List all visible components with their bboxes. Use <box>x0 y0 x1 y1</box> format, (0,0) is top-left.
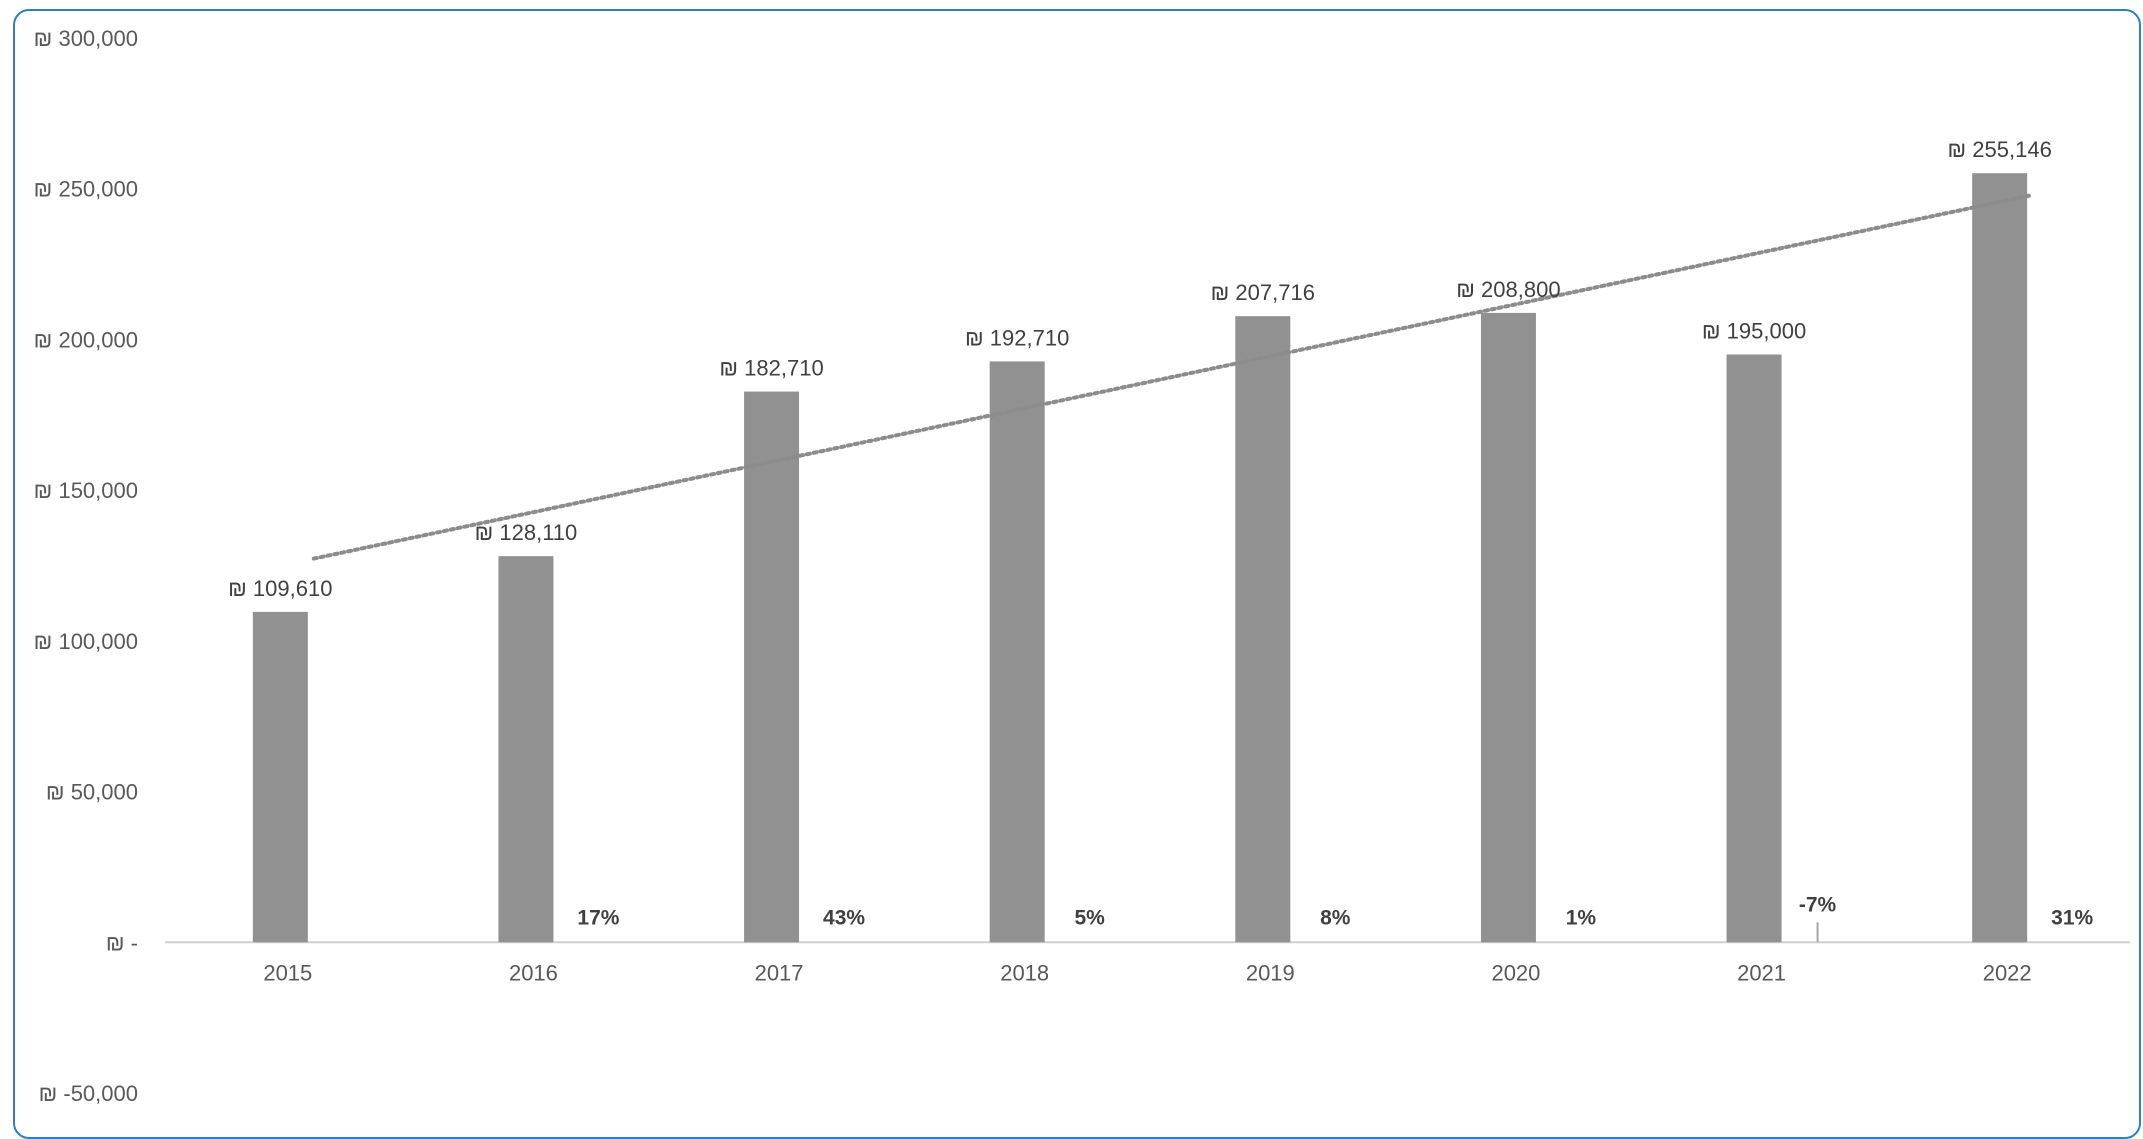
bar <box>498 556 554 943</box>
x-tick-label: 2015 <box>263 960 312 985</box>
x-tick-label: 2019 <box>1246 960 1295 985</box>
y-tick-label: ₪ 100,000 <box>34 629 138 654</box>
x-tick-label: 2016 <box>509 960 558 985</box>
bar-value-label: ₪ 182,710 <box>719 356 823 381</box>
x-axis: 2015 2016 2017 2018 2019 2020 2021 2022 <box>165 941 2130 985</box>
growth-label: 17% <box>577 906 619 929</box>
bar <box>1972 173 2028 943</box>
bar <box>252 611 308 943</box>
bar <box>744 391 800 943</box>
bar-value-label: ₪ 195,000 <box>1702 319 1806 344</box>
bar <box>1726 354 1782 943</box>
y-tick-label: ₪ - <box>106 930 138 955</box>
growth-label: 5% <box>1075 906 1106 929</box>
growth-labels: 17% 43% 5% 8% 1% -7% 31% <box>577 893 2094 943</box>
x-tick-label: 2018 <box>1000 960 1049 985</box>
y-axis: ₪ 300,000 ₪ 250,000 ₪ 200,000 ₪ 150,000 ₪ 10… <box>34 26 138 1106</box>
bar <box>1480 312 1536 943</box>
bar-value-label: ₪ 192,710 <box>965 325 1069 350</box>
growth-label: 1% <box>1566 906 1597 929</box>
growth-label: 31% <box>2051 906 2093 929</box>
bar-value-label: ₪ 208,800 <box>1456 277 1560 302</box>
bar-value-label: ₪ 255,146 <box>1948 137 2052 162</box>
x-tick-label: 2017 <box>755 960 804 985</box>
y-tick-label: ₪ 300,000 <box>34 26 138 51</box>
y-tick-label: ₪ -50,000 <box>39 1081 138 1106</box>
y-tick-label: ₪ 150,000 <box>34 478 138 503</box>
bar-value-label: ₪ 109,610 <box>228 576 332 601</box>
bar-value-label: ₪ 207,716 <box>1211 280 1315 305</box>
bar-series <box>252 173 2028 943</box>
y-tick-label: ₪ 250,000 <box>34 177 138 202</box>
trendline-line <box>311 193 2034 561</box>
trendline <box>311 193 2034 561</box>
growth-label: 43% <box>823 906 865 929</box>
data-labels: ₪ 109,610 ₪ 128,110 ₪ 182,710 ₪ 192,710 ₪ 20… <box>228 137 2052 601</box>
y-tick-label: ₪ 200,000 <box>34 327 138 352</box>
growth-label: -7% <box>1799 893 1837 916</box>
x-tick-label: 2022 <box>1983 960 2032 985</box>
bar-value-label: ₪ 128,110 <box>475 520 578 545</box>
bar <box>1235 316 1291 943</box>
x-tick-label: 2021 <box>1737 960 1786 985</box>
x-tick-label: 2020 <box>1491 960 1540 985</box>
bar <box>989 361 1045 943</box>
y-tick-label: ₪ 50,000 <box>46 780 138 805</box>
growth-label: 8% <box>1320 906 1351 929</box>
chart-frame <box>13 9 2141 1139</box>
